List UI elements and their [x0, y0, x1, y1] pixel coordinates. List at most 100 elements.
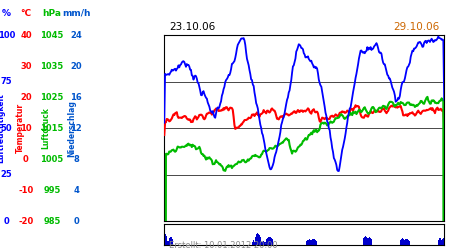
Text: Luftdruck: Luftdruck: [42, 107, 51, 149]
Text: %: %: [2, 9, 11, 18]
Bar: [403, 239, 404, 245]
Bar: [312, 239, 314, 245]
Text: 50: 50: [0, 124, 12, 132]
Bar: [170, 237, 171, 245]
Bar: [308, 240, 310, 245]
Text: 24: 24: [70, 30, 82, 40]
Bar: [443, 238, 444, 245]
Text: 40: 40: [20, 30, 32, 40]
Bar: [264, 242, 265, 245]
Bar: [171, 238, 172, 245]
Bar: [169, 239, 170, 245]
Bar: [309, 239, 310, 245]
Bar: [313, 238, 315, 245]
Bar: [172, 239, 173, 245]
Text: mm/h: mm/h: [62, 9, 90, 18]
Text: -10: -10: [18, 186, 34, 195]
Bar: [364, 237, 365, 245]
Bar: [256, 235, 257, 245]
Text: 29.10.06: 29.10.06: [393, 22, 440, 32]
Bar: [444, 237, 445, 245]
Bar: [406, 238, 407, 245]
Text: 20: 20: [20, 92, 32, 102]
Bar: [368, 239, 369, 245]
Bar: [262, 242, 263, 245]
Bar: [167, 242, 168, 245]
Text: 30: 30: [20, 62, 32, 70]
Text: °C: °C: [20, 9, 32, 18]
Bar: [257, 233, 258, 245]
Bar: [366, 237, 367, 245]
Text: Erstellt: 10.01.2012 20:00: Erstellt: 10.01.2012 20:00: [169, 241, 277, 250]
Text: 75: 75: [0, 77, 12, 86]
Text: 1035: 1035: [40, 62, 63, 70]
Bar: [371, 239, 372, 245]
Text: 1025: 1025: [40, 92, 63, 102]
Text: 0: 0: [23, 155, 29, 164]
Bar: [164, 236, 165, 245]
Text: Temperatur: Temperatur: [16, 103, 25, 153]
Bar: [314, 239, 315, 245]
Bar: [307, 240, 309, 245]
Bar: [311, 240, 313, 245]
Bar: [315, 240, 316, 245]
Bar: [442, 239, 443, 245]
Bar: [404, 240, 405, 245]
Bar: [265, 242, 266, 245]
Text: hPa: hPa: [42, 9, 61, 18]
Bar: [256, 234, 257, 245]
Text: 1015: 1015: [40, 124, 63, 132]
Text: 100: 100: [0, 30, 15, 40]
Bar: [370, 238, 371, 245]
Text: 1005: 1005: [40, 155, 63, 164]
Text: 0: 0: [73, 217, 79, 226]
Text: 985: 985: [43, 217, 61, 226]
Bar: [260, 236, 261, 245]
Text: 0: 0: [4, 217, 9, 226]
Bar: [310, 240, 311, 245]
Bar: [266, 239, 268, 245]
Bar: [408, 240, 409, 245]
Bar: [316, 240, 317, 245]
Text: Luftfeuchtigkeit: Luftfeuchtigkeit: [0, 93, 5, 163]
Bar: [363, 238, 365, 245]
Text: 10: 10: [20, 124, 32, 132]
Text: 16: 16: [70, 92, 82, 102]
Bar: [400, 240, 401, 245]
Bar: [170, 238, 171, 245]
Bar: [165, 236, 166, 245]
Bar: [258, 234, 259, 245]
Bar: [263, 241, 264, 245]
Bar: [252, 242, 253, 245]
Bar: [270, 238, 272, 245]
Text: 4: 4: [73, 186, 79, 195]
Bar: [164, 234, 166, 245]
Bar: [440, 239, 441, 245]
Text: 995: 995: [43, 186, 61, 195]
Bar: [367, 238, 368, 245]
Text: 1045: 1045: [40, 30, 63, 40]
Bar: [441, 240, 442, 245]
Bar: [254, 242, 255, 245]
Bar: [369, 237, 370, 245]
Bar: [268, 238, 269, 245]
Bar: [365, 236, 366, 245]
Text: 12: 12: [70, 124, 82, 132]
Bar: [255, 236, 256, 245]
Bar: [409, 240, 410, 245]
Bar: [166, 238, 167, 245]
Bar: [403, 240, 405, 245]
Bar: [271, 239, 273, 245]
Text: Niederschlag: Niederschlag: [67, 100, 76, 156]
Bar: [401, 239, 402, 245]
Bar: [253, 240, 254, 245]
Bar: [439, 238, 441, 245]
Bar: [402, 238, 403, 245]
Bar: [168, 241, 169, 245]
Bar: [261, 242, 263, 245]
Bar: [259, 235, 260, 245]
Bar: [306, 241, 308, 245]
Bar: [269, 237, 270, 245]
Text: 25: 25: [0, 170, 12, 179]
Bar: [438, 239, 440, 245]
